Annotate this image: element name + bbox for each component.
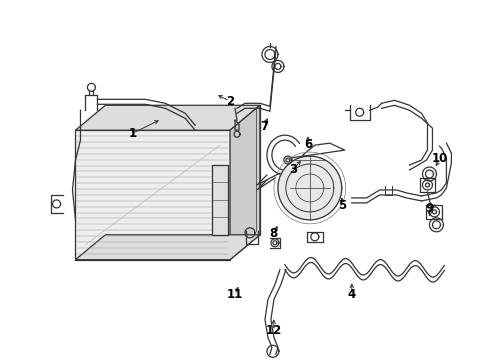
Polygon shape xyxy=(229,105,260,260)
Polygon shape xyxy=(277,156,341,220)
Text: 8: 8 xyxy=(269,227,277,240)
Text: 5: 5 xyxy=(337,199,346,212)
Polygon shape xyxy=(75,105,260,130)
Text: 10: 10 xyxy=(430,152,447,165)
Polygon shape xyxy=(75,130,229,260)
Text: 2: 2 xyxy=(225,95,233,108)
Text: 12: 12 xyxy=(265,324,281,337)
Text: 3: 3 xyxy=(288,163,297,176)
Text: 7: 7 xyxy=(260,120,267,133)
Text: 11: 11 xyxy=(226,288,243,301)
Text: 6: 6 xyxy=(303,138,311,150)
Text: 1: 1 xyxy=(128,127,136,140)
Polygon shape xyxy=(75,235,260,260)
Text: 4: 4 xyxy=(347,288,355,301)
Polygon shape xyxy=(212,165,227,235)
Text: 9: 9 xyxy=(425,202,433,215)
